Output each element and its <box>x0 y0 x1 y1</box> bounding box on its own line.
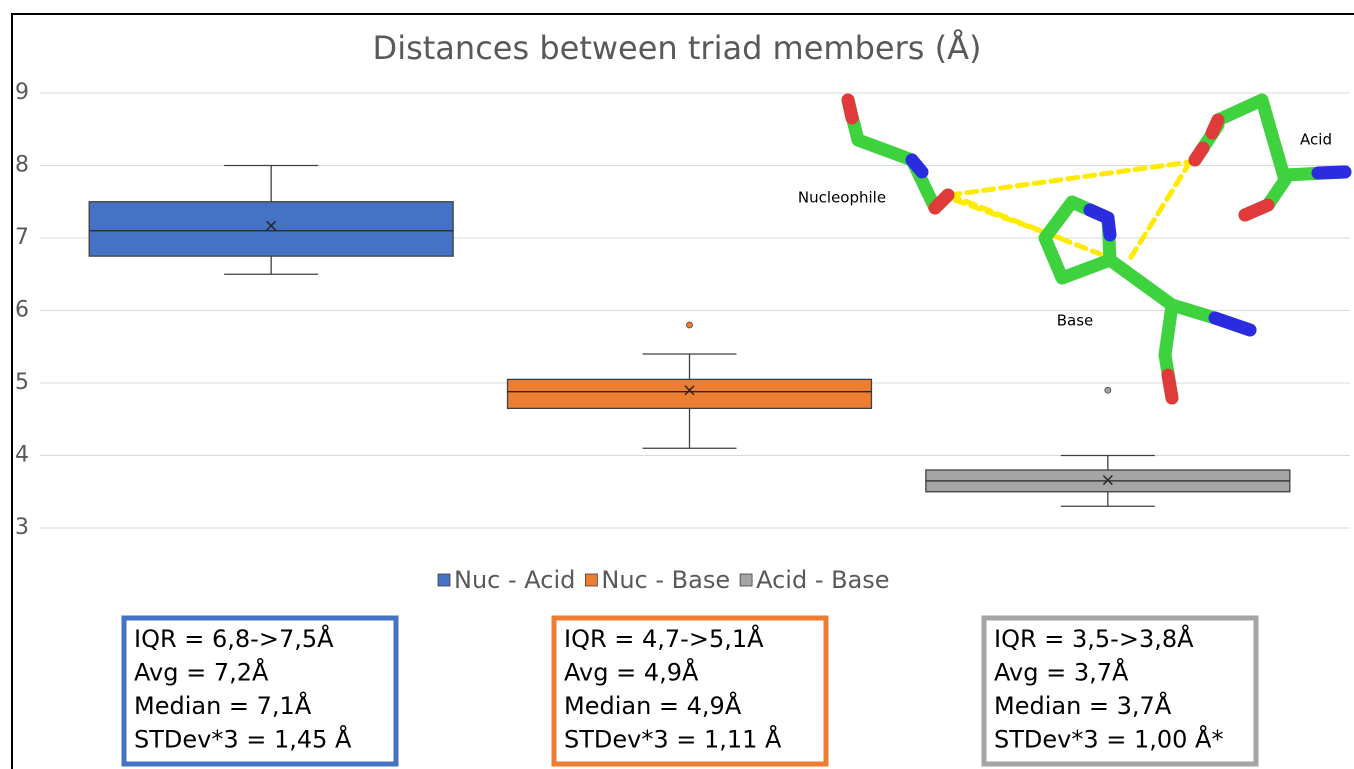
molecule-label: Acid <box>1300 131 1332 149</box>
stat-box <box>551 615 829 767</box>
stat-line: Median = 4,9Å <box>564 691 742 720</box>
y-tick-label: 7 <box>15 225 29 250</box>
y-tick-label: 6 <box>15 298 29 323</box>
mean-marker <box>684 385 695 396</box>
stat-line: Avg = 4,9Å <box>564 658 699 687</box>
stat-line: STDev*3 = 1,45 Å <box>134 725 352 754</box>
y-tick-label: 3 <box>15 515 29 540</box>
stat-line: Median = 3,7Å <box>994 691 1172 720</box>
y-tick-label: 4 <box>15 443 29 468</box>
mean-marker <box>266 220 277 231</box>
legend-swatch <box>739 573 753 587</box>
outlier <box>686 321 693 329</box>
legend-label: Nuc - Acid <box>454 566 575 594</box>
stat-line: Avg = 3,7Å <box>994 658 1129 687</box>
molecule-label: Base <box>1057 312 1094 330</box>
legend-swatch <box>584 573 598 587</box>
stat-line: STDev*3 = 1,11 Å <box>564 725 782 754</box>
mean-marker <box>1102 475 1113 486</box>
molecule-label: Nucleophile <box>798 189 886 207</box>
stat-line: IQR = 6,8->7,5Å <box>134 624 334 653</box>
atoms <box>841 93 1352 405</box>
stat-line: IQR = 3,5->3,8Å <box>994 624 1194 653</box>
chart-title: Distances between triad members (Å) <box>373 29 982 67</box>
outlier <box>1104 386 1112 394</box>
legend-swatch <box>437 573 451 587</box>
legend-label: Nuc - Base <box>601 566 730 594</box>
y-tick-label: 8 <box>15 153 29 178</box>
stat-line: STDev*3 = 1,00 Å* <box>994 725 1223 754</box>
molecule-inset: Nucleophile Acid Base <box>798 93 1352 405</box>
stat-box <box>981 615 1259 767</box>
stat-box <box>121 615 399 767</box>
frame <box>11 13 1354 769</box>
legend-label: Acid - Base <box>756 566 889 594</box>
residues <box>841 93 1352 405</box>
box <box>88 201 454 257</box>
stat-line: Avg = 7,2Å <box>134 658 269 687</box>
y-tick-label: 5 <box>15 370 29 395</box>
stat-line: Median = 7,1Å <box>134 691 312 720</box>
y-tick-label: 9 <box>15 80 29 105</box>
stat-line: IQR = 4,7->5,1Å <box>564 624 764 653</box>
box <box>506 378 873 410</box>
